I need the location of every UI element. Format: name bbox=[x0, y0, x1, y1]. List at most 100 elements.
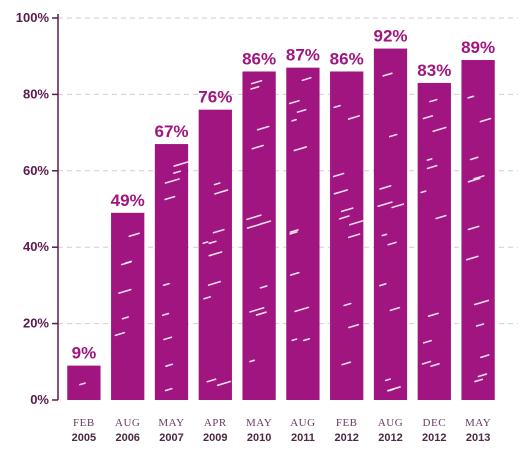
bar-texture bbox=[291, 118, 297, 122]
bar-texture bbox=[430, 363, 440, 368]
x-tick-label-year: 2009 bbox=[203, 432, 227, 444]
bar-texture bbox=[348, 323, 360, 329]
x-tick-label-month: AUG bbox=[290, 417, 315, 429]
bar-texture bbox=[214, 189, 229, 195]
bar-texture bbox=[429, 98, 438, 103]
data-label: 67% bbox=[154, 122, 188, 141]
bar-texture bbox=[249, 307, 265, 313]
x-tick-label-year: 2013 bbox=[466, 432, 490, 444]
x-tick-label-year: 2010 bbox=[247, 432, 271, 444]
bar-texture bbox=[164, 387, 173, 392]
bar-texture bbox=[467, 225, 480, 231]
bar-texture bbox=[422, 339, 432, 344]
bar-texture bbox=[208, 240, 217, 245]
bar bbox=[373, 48, 408, 401]
bar-texture bbox=[213, 182, 221, 186]
x-tick-label-year: 2012 bbox=[422, 432, 446, 444]
bar-texture bbox=[467, 95, 475, 99]
bar-texture bbox=[389, 306, 401, 312]
y-tick-label: 60% bbox=[23, 163, 49, 178]
bar-texture bbox=[347, 115, 361, 120]
bar-texture bbox=[467, 177, 481, 183]
bar-texture bbox=[162, 282, 170, 287]
bar-texture bbox=[420, 190, 427, 194]
x-tick-label-month: MAY bbox=[158, 417, 184, 429]
bar-texture bbox=[161, 312, 170, 317]
bar-texture bbox=[387, 388, 395, 392]
bar-texture bbox=[118, 288, 132, 294]
x-tick-label-month: MAY bbox=[246, 417, 272, 429]
bar-texture bbox=[289, 231, 298, 235]
bar-texture bbox=[480, 354, 490, 359]
bar-texture bbox=[256, 125, 270, 131]
y-tick-label: 0% bbox=[30, 392, 49, 407]
y-tick-label: 40% bbox=[23, 239, 49, 254]
bar-texture bbox=[259, 285, 268, 289]
bar-texture bbox=[255, 311, 267, 316]
bar-texture bbox=[165, 363, 174, 367]
bar-texture bbox=[216, 380, 232, 387]
bar-texture bbox=[163, 336, 173, 341]
bar bbox=[242, 71, 276, 400]
y-axis: 0% 20% 40% 60% 80% 100% bbox=[16, 10, 59, 407]
x-tick-label-month: AUG bbox=[378, 417, 403, 429]
bar-texture bbox=[347, 233, 361, 239]
data-label: 49% bbox=[111, 191, 145, 210]
bar-texture bbox=[421, 360, 432, 365]
bar-texture bbox=[293, 146, 308, 152]
bar-texture bbox=[121, 316, 130, 320]
bar-texture bbox=[332, 172, 345, 178]
x-tick-label-month: FEB bbox=[73, 417, 95, 429]
bar-texture bbox=[289, 229, 299, 233]
x-tick-label-month: MAY bbox=[465, 417, 491, 429]
bar-texture bbox=[288, 99, 300, 105]
bar-texture bbox=[259, 220, 272, 225]
data-label: 9% bbox=[72, 344, 97, 363]
bar-texture bbox=[435, 214, 447, 220]
bar-texture bbox=[207, 280, 221, 286]
bar-texture bbox=[251, 144, 264, 150]
bar-texture bbox=[388, 133, 398, 138]
y-tick-label: 80% bbox=[23, 86, 49, 101]
bar-texture bbox=[164, 195, 176, 201]
bar-texture bbox=[291, 338, 298, 342]
bar-texture bbox=[387, 241, 397, 246]
data-label: 87% bbox=[286, 46, 320, 65]
bar-texture bbox=[475, 323, 485, 327]
bar bbox=[417, 82, 451, 400]
bar-texture bbox=[250, 79, 263, 85]
bar-texture bbox=[474, 378, 484, 383]
data-label: 76% bbox=[198, 88, 232, 107]
bar-texture bbox=[173, 170, 182, 174]
bar-texture bbox=[303, 338, 311, 342]
bar-texture bbox=[382, 72, 393, 77]
bar-texture bbox=[124, 260, 133, 264]
bar-texture bbox=[289, 271, 300, 276]
bar-texture bbox=[249, 359, 256, 363]
bar bbox=[154, 144, 189, 400]
data-label: 89% bbox=[461, 38, 495, 57]
y-tick-label: 20% bbox=[23, 316, 49, 331]
bar-texture bbox=[164, 178, 180, 184]
bar-texture bbox=[208, 251, 223, 257]
bar-texture bbox=[79, 382, 86, 386]
bar bbox=[330, 71, 364, 400]
bar-texture bbox=[379, 185, 392, 190]
bar-texture bbox=[128, 232, 140, 238]
bar-texture bbox=[479, 117, 492, 123]
bars bbox=[67, 48, 495, 401]
data-labels: 9% 49% 67% 76% 86% 87% 86% 92% 83% 89% bbox=[72, 27, 496, 363]
bar-texture bbox=[432, 126, 447, 133]
bar-texture bbox=[377, 201, 393, 208]
x-tick-label-month: DEC bbox=[423, 417, 447, 429]
bar-texture bbox=[426, 164, 438, 170]
bar-texture bbox=[477, 373, 488, 378]
x-tick-label-month: APR bbox=[204, 417, 227, 429]
x-tick-label-year: 2012 bbox=[378, 432, 402, 444]
bar-texture bbox=[206, 378, 217, 383]
bar bbox=[111, 212, 145, 400]
bar-texture bbox=[427, 312, 439, 317]
bar-texture bbox=[473, 299, 490, 306]
bar-texture bbox=[338, 215, 350, 220]
